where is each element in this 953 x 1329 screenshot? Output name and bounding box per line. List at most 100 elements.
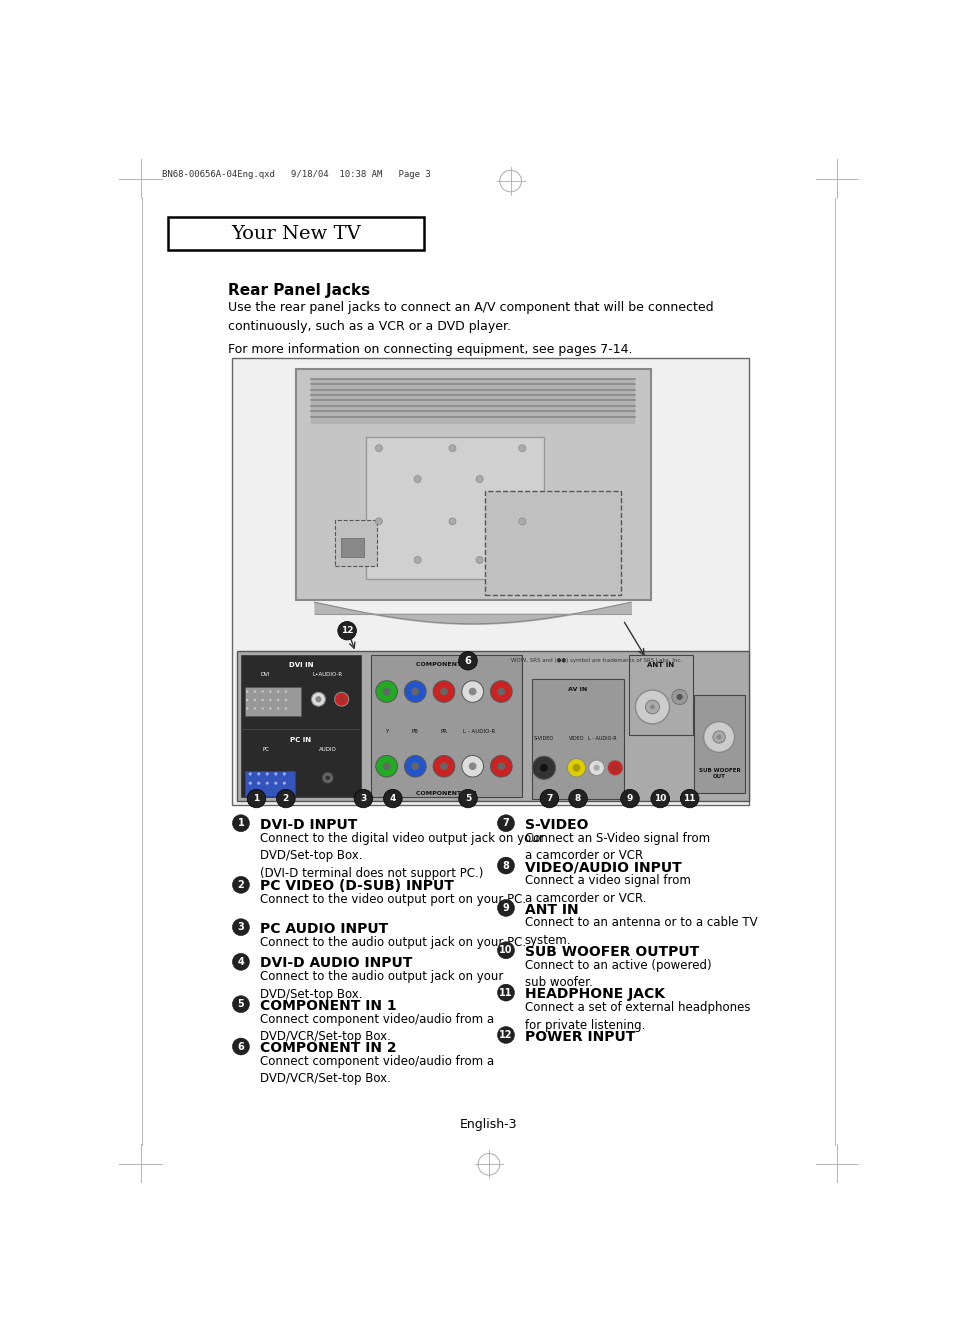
Circle shape [676,694,682,700]
Circle shape [588,760,604,776]
Text: 6: 6 [464,655,471,666]
Text: ANT IN: ANT IN [524,902,578,917]
Circle shape [249,772,252,776]
Circle shape [276,699,279,702]
Text: COMPONENT IN 1: COMPONENT IN 1 [416,791,476,796]
Text: VIDEO/AUDIO INPUT: VIDEO/AUDIO INPUT [524,860,680,874]
Text: 1: 1 [237,819,244,828]
Circle shape [404,680,426,702]
Text: 9: 9 [626,795,633,803]
Circle shape [411,687,418,695]
Circle shape [449,518,456,525]
Text: PB: PB [412,728,418,734]
Bar [340,537,364,557]
Circle shape [539,764,547,772]
Circle shape [266,781,269,784]
Bar [245,771,294,796]
Text: 3: 3 [237,922,244,932]
Circle shape [468,687,476,695]
Text: COMPONENT IN 2: COMPONENT IN 2 [259,1041,395,1055]
Text: Connect a video signal from
a camcorder or VCR.: Connect a video signal from a camcorder … [524,874,690,905]
Circle shape [375,755,397,777]
Text: 8: 8 [575,795,580,803]
Text: Connect to the video output port on your PC.: Connect to the video output port on your… [259,893,525,906]
Circle shape [276,707,279,710]
Bar [532,679,623,799]
Circle shape [612,764,618,771]
Text: PC IN: PC IN [290,738,312,743]
Circle shape [461,680,483,702]
Bar [371,655,521,797]
Bar [241,655,360,797]
Circle shape [497,1026,514,1043]
Circle shape [476,476,482,482]
Circle shape [411,763,418,769]
Circle shape [650,789,669,808]
Circle shape [497,985,514,1001]
Text: S-VIDEO: S-VIDEO [524,817,587,832]
Circle shape [679,789,699,808]
Bar [232,358,748,805]
Circle shape [311,692,325,706]
Circle shape [246,707,248,710]
Text: COMPONENT IN 2: COMPONENT IN 2 [416,662,476,667]
Text: 10: 10 [498,945,512,956]
Text: SUB WOOFER OUTPUT: SUB WOOFER OUTPUT [524,945,699,960]
Circle shape [433,755,455,777]
Circle shape [439,763,447,769]
Text: Connect an S-Video signal from
a camcorder or VCR: Connect an S-Video signal from a camcord… [524,832,709,863]
Text: Rear Panel Jacks: Rear Panel Jacks [228,283,370,298]
Text: PC VIDEO (D-SUB) INPUT: PC VIDEO (D-SUB) INPUT [259,880,453,893]
Circle shape [375,445,382,452]
Text: L - AUDIO-R: L - AUDIO-R [463,728,496,734]
Circle shape [490,755,512,777]
Circle shape [461,755,483,777]
Text: 7: 7 [502,819,509,828]
Circle shape [468,763,476,769]
Circle shape [282,772,286,776]
Circle shape [315,696,321,702]
Circle shape [253,699,255,702]
Circle shape [284,699,287,702]
Text: 9: 9 [502,902,509,913]
Text: 1: 1 [253,795,259,803]
Circle shape [233,953,249,970]
Circle shape [335,692,348,706]
Circle shape [458,651,476,670]
Text: DVI-D INPUT: DVI-D INPUT [259,817,356,832]
Text: Connect to the audio output jack on your
DVD/Set-top Box.: Connect to the audio output jack on your… [259,970,502,1001]
Circle shape [269,699,272,702]
Text: AV IN: AV IN [568,687,587,692]
Text: Connect to an antenna or to a cable TV
system.: Connect to an antenna or to a cable TV s… [524,917,757,946]
Bar [335,520,377,566]
Text: 2: 2 [282,795,289,803]
Circle shape [497,900,514,917]
Bar [629,655,692,735]
Text: 6: 6 [237,1042,244,1051]
Circle shape [274,781,277,784]
Circle shape [635,690,669,724]
Text: 11: 11 [682,795,695,803]
Text: COMPONENT IN 1: COMPONENT IN 1 [259,999,395,1013]
Circle shape [325,776,330,780]
Text: 3: 3 [360,795,366,803]
Text: Connect to the audio output jack on your PC.: Connect to the audio output jack on your… [259,936,525,949]
Circle shape [382,763,390,769]
Text: POWER INPUT: POWER INPUT [524,1030,635,1043]
Circle shape [253,707,255,710]
Circle shape [414,557,420,563]
Circle shape [383,789,402,808]
Circle shape [572,764,579,772]
Circle shape [253,690,255,692]
Text: 11: 11 [498,987,512,998]
Circle shape [261,699,264,702]
Circle shape [322,772,333,783]
Text: Connect to an active (powered)
sub woofer.: Connect to an active (powered) sub woofe… [524,958,710,989]
Text: S-VIDEO: S-VIDEO [534,736,554,742]
Bar [168,217,423,250]
Text: 12: 12 [498,1030,512,1041]
Text: English-3: English-3 [459,1118,517,1131]
Text: PR: PR [440,728,447,734]
Text: AUDIO: AUDIO [318,747,336,752]
Text: Connect a set of external headphones
for private listening.: Connect a set of external headphones for… [524,1001,749,1031]
